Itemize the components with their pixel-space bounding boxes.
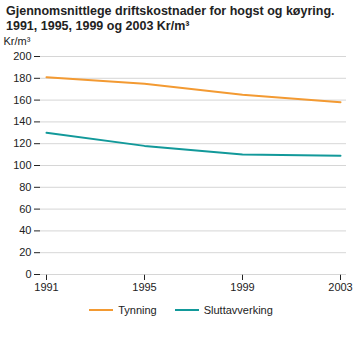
svg-text:100: 100 bbox=[13, 159, 31, 171]
svg-text:40: 40 bbox=[19, 224, 31, 236]
svg-text:20: 20 bbox=[19, 246, 31, 258]
svg-text:140: 140 bbox=[13, 115, 31, 127]
svg-text:180: 180 bbox=[13, 72, 31, 84]
svg-text:1991: 1991 bbox=[34, 281, 58, 293]
svg-text:80: 80 bbox=[19, 181, 31, 193]
html-text:Tynning: Tynning bbox=[118, 304, 157, 316]
svg-text:2003: 2003 bbox=[328, 281, 352, 293]
svg-text:1995: 1995 bbox=[132, 281, 156, 293]
svg-text:Kr/m³: Kr/m³ bbox=[4, 35, 31, 47]
svg-text:60: 60 bbox=[19, 203, 31, 215]
svg-text:120: 120 bbox=[13, 137, 31, 149]
svg-text:1999: 1999 bbox=[230, 281, 254, 293]
html-text:Gjennomsnittlege driftskostnad: Gjennomsnittlege driftskostnader for hog… bbox=[6, 4, 335, 33]
svg-text:0: 0 bbox=[25, 268, 31, 280]
svg-text:160: 160 bbox=[13, 94, 31, 106]
html-text:Sluttavverking: Sluttavverking bbox=[203, 304, 273, 316]
svg-text:200: 200 bbox=[13, 50, 31, 62]
